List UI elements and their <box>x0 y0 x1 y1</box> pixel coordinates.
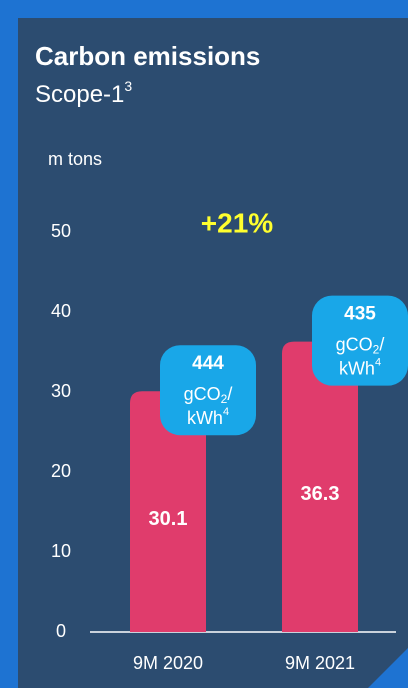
bar <box>282 341 358 632</box>
unit-text: gCO <box>336 334 373 354</box>
chart-title: Carbon emissions <box>35 41 260 71</box>
value-label: 36.3 <box>301 483 340 505</box>
y-tick-label: 50 <box>51 221 71 241</box>
y-tick-label: 40 <box>51 301 71 321</box>
y-tick-label: 20 <box>51 461 71 481</box>
intensity-value: 444 <box>192 353 224 374</box>
intensity-bubble <box>160 345 256 436</box>
intensity-unit-second: kWh4 <box>339 357 381 379</box>
value-label: 30.1 <box>149 508 188 530</box>
intensity-unit: gCO2/ <box>336 334 385 356</box>
x-tick-label: 9M 2021 <box>285 653 355 673</box>
unit-text: gCO <box>184 384 221 404</box>
intensity-unit-second: kWh4 <box>187 406 229 428</box>
subtitle-text: Scope-1 <box>35 81 124 108</box>
intensity-unit: gCO2/ <box>184 384 233 406</box>
unit-second: kWh <box>187 408 223 428</box>
y-tick-label: 0 <box>56 621 66 641</box>
chart-subtitle: Scope-13 <box>35 78 132 109</box>
unit-subscript: 2 <box>221 392 228 406</box>
y-tick-label: 30 <box>51 381 71 401</box>
unit-slash: / <box>379 334 384 354</box>
unit-footnote: 4 <box>375 357 381 369</box>
y-axis-label: m tons <box>48 149 102 169</box>
y-tick-label: 10 <box>51 541 71 561</box>
intensity-value: 435 <box>344 304 376 325</box>
x-tick-label: 9M 2020 <box>133 653 203 673</box>
bar <box>130 391 206 632</box>
unit-slash: / <box>227 384 232 404</box>
unit-subscript: 2 <box>373 343 380 357</box>
unit-second: kWh <box>339 358 375 378</box>
subtitle-footnote: 3 <box>124 78 132 94</box>
annotation: +21% <box>201 207 273 238</box>
unit-footnote: 4 <box>223 406 229 418</box>
intensity-bubble <box>312 295 408 386</box>
